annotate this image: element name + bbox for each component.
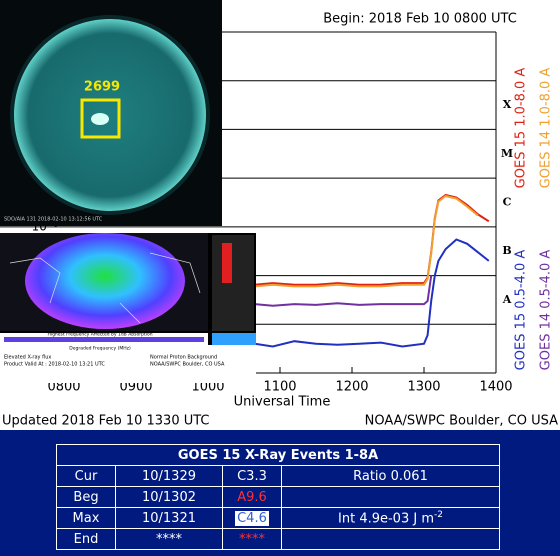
series-line	[254, 194, 479, 288]
x-tick-label: 0800	[47, 380, 80, 395]
flare-class-label: C	[503, 196, 512, 209]
cell: 10/1321	[115, 507, 223, 529]
cell: Cur	[56, 465, 116, 487]
drap-bar-unit: Degraded Frequency (MHz)	[69, 346, 131, 352]
cell: C4.6	[222, 507, 282, 529]
legend-label: GOES 15 0.5-4.0 A	[514, 250, 529, 371]
integral: Int 4.9e-03 J m	[338, 511, 434, 527]
x-tick-label: 1400	[479, 380, 512, 395]
legend-label: GOES 15 1.0-8.0 A	[514, 68, 529, 189]
drap-status: Elevated X-ray flux	[4, 355, 51, 361]
flare-class-label: B	[502, 244, 511, 257]
series-line	[254, 238, 490, 348]
cell	[281, 528, 500, 550]
drap-bar-title: Highest Frequency Affected by 1dB Absorp…	[47, 332, 152, 338]
credit: NOAA/SWPC Boulder, CO USA	[365, 414, 558, 429]
drap-valid: Product Valid At : 2018-02-10 13:21 UTC	[4, 362, 105, 368]
x-tick-label: 1100	[263, 380, 296, 395]
flare-class-label: M	[501, 147, 513, 160]
drap-image: Highest Frequency Affected by 1dB Absorp…	[0, 233, 256, 383]
integral-exponent: -2	[434, 509, 443, 520]
cell: Max	[56, 507, 116, 529]
cell: 10/1302	[115, 486, 223, 508]
series-line	[254, 275, 433, 307]
x-tick-label: 1000	[191, 380, 224, 395]
x-tick-label: 0900	[119, 380, 152, 395]
drap-credit: NOAA/SWPC Boulder, CO USA	[150, 362, 225, 368]
flare-class-label: X	[503, 98, 512, 111]
cell: Ratio 0.061	[281, 465, 500, 487]
cell: End	[56, 528, 116, 550]
cell	[281, 486, 500, 508]
max-class: C4.6	[235, 510, 269, 526]
updated: Updated 2018 Feb 10 1330 UTC	[2, 414, 210, 429]
region-label: 2699	[84, 80, 120, 95]
begin-label: Begin: 2018 Feb 10 0800 UTC	[323, 12, 517, 27]
cell: ****	[222, 528, 282, 550]
cell: 10/1329	[115, 465, 223, 487]
drap-proton: Normal Proton Background	[150, 355, 217, 361]
sun-caption: SDO/AIA 131 2018-02-10 13:12:56 UTC	[4, 217, 103, 223]
x-axis-label: Universal Time	[234, 395, 331, 410]
cell: C3.3	[222, 465, 282, 487]
x-tick-label: 1200	[335, 380, 368, 395]
table-title: GOES 15 X-Ray Events 1-8A	[56, 444, 500, 466]
x-tick-label: 1300	[407, 380, 440, 395]
sun-image: 2699 SDO/AIA 131 2018-02-10 13:12:56 UTC	[0, 0, 222, 226]
flare-class-label: A	[502, 293, 512, 306]
cell: A9.6	[222, 486, 282, 508]
legend-label: GOES 14 0.5-4.0 A	[539, 250, 554, 371]
cell: ****	[115, 528, 223, 550]
series-line	[254, 193, 490, 286]
events-table: GOES 15 X-Ray Events 1-8A Cur 10/1329 C3.3…	[56, 444, 500, 550]
cell: Int 4.9e-03 J m-2	[281, 507, 500, 529]
legend-label: GOES 14 1.0-8.0 A	[539, 68, 554, 189]
cell: Beg	[56, 486, 116, 508]
